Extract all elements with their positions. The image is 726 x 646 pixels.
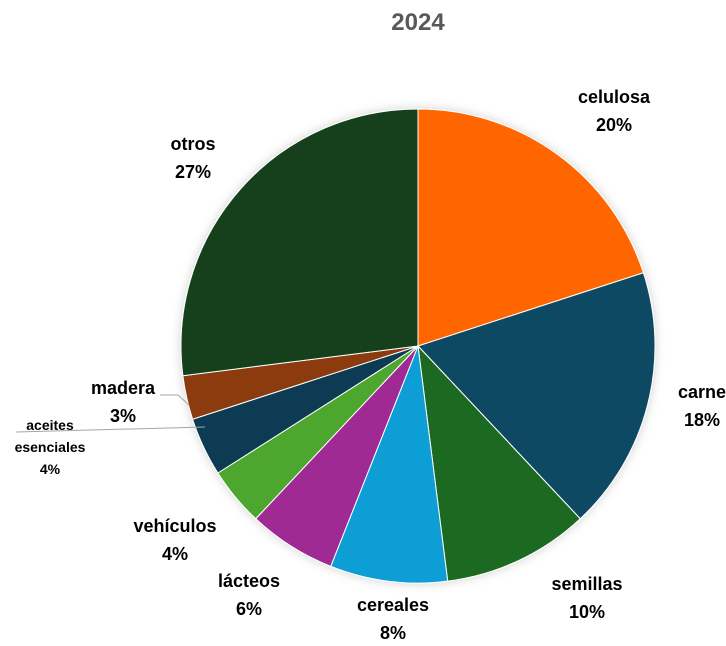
leader-line-aceites-esenciales (15, 426, 206, 433)
slice-label-semillas: semillas 10% (551, 574, 622, 622)
slice-label-celulosa: celulosa 20% (578, 87, 651, 135)
pie-slice-semillas (417, 344, 581, 582)
leader-line-madera (160, 394, 190, 406)
leader-lines (15, 394, 206, 433)
slice-label-lácteos: lácteos 6% (218, 571, 280, 619)
slice-label-otros: otros 27% (171, 134, 216, 182)
slice-label-carne: carne 18% (678, 382, 726, 430)
slice-labels: celulosa 20% carne 18% semillas 10% cereales 8%… (15, 87, 726, 643)
pie-slices (180, 108, 656, 584)
pie-slice-celulosa (417, 108, 645, 347)
pie-slice-carne (417, 272, 656, 520)
pie-slice-otros (180, 108, 419, 377)
slice-label-vehículos: vehículos 4% (133, 516, 216, 564)
slice-label-aceites-esenciales: aceites esenciales 4% (15, 417, 86, 477)
pie-slice-cereales (330, 345, 449, 584)
chart-title: 2024 (391, 9, 445, 36)
slice-label-madera: madera 3% (91, 378, 156, 426)
slice-label-cereales: cereales 8% (357, 595, 429, 643)
